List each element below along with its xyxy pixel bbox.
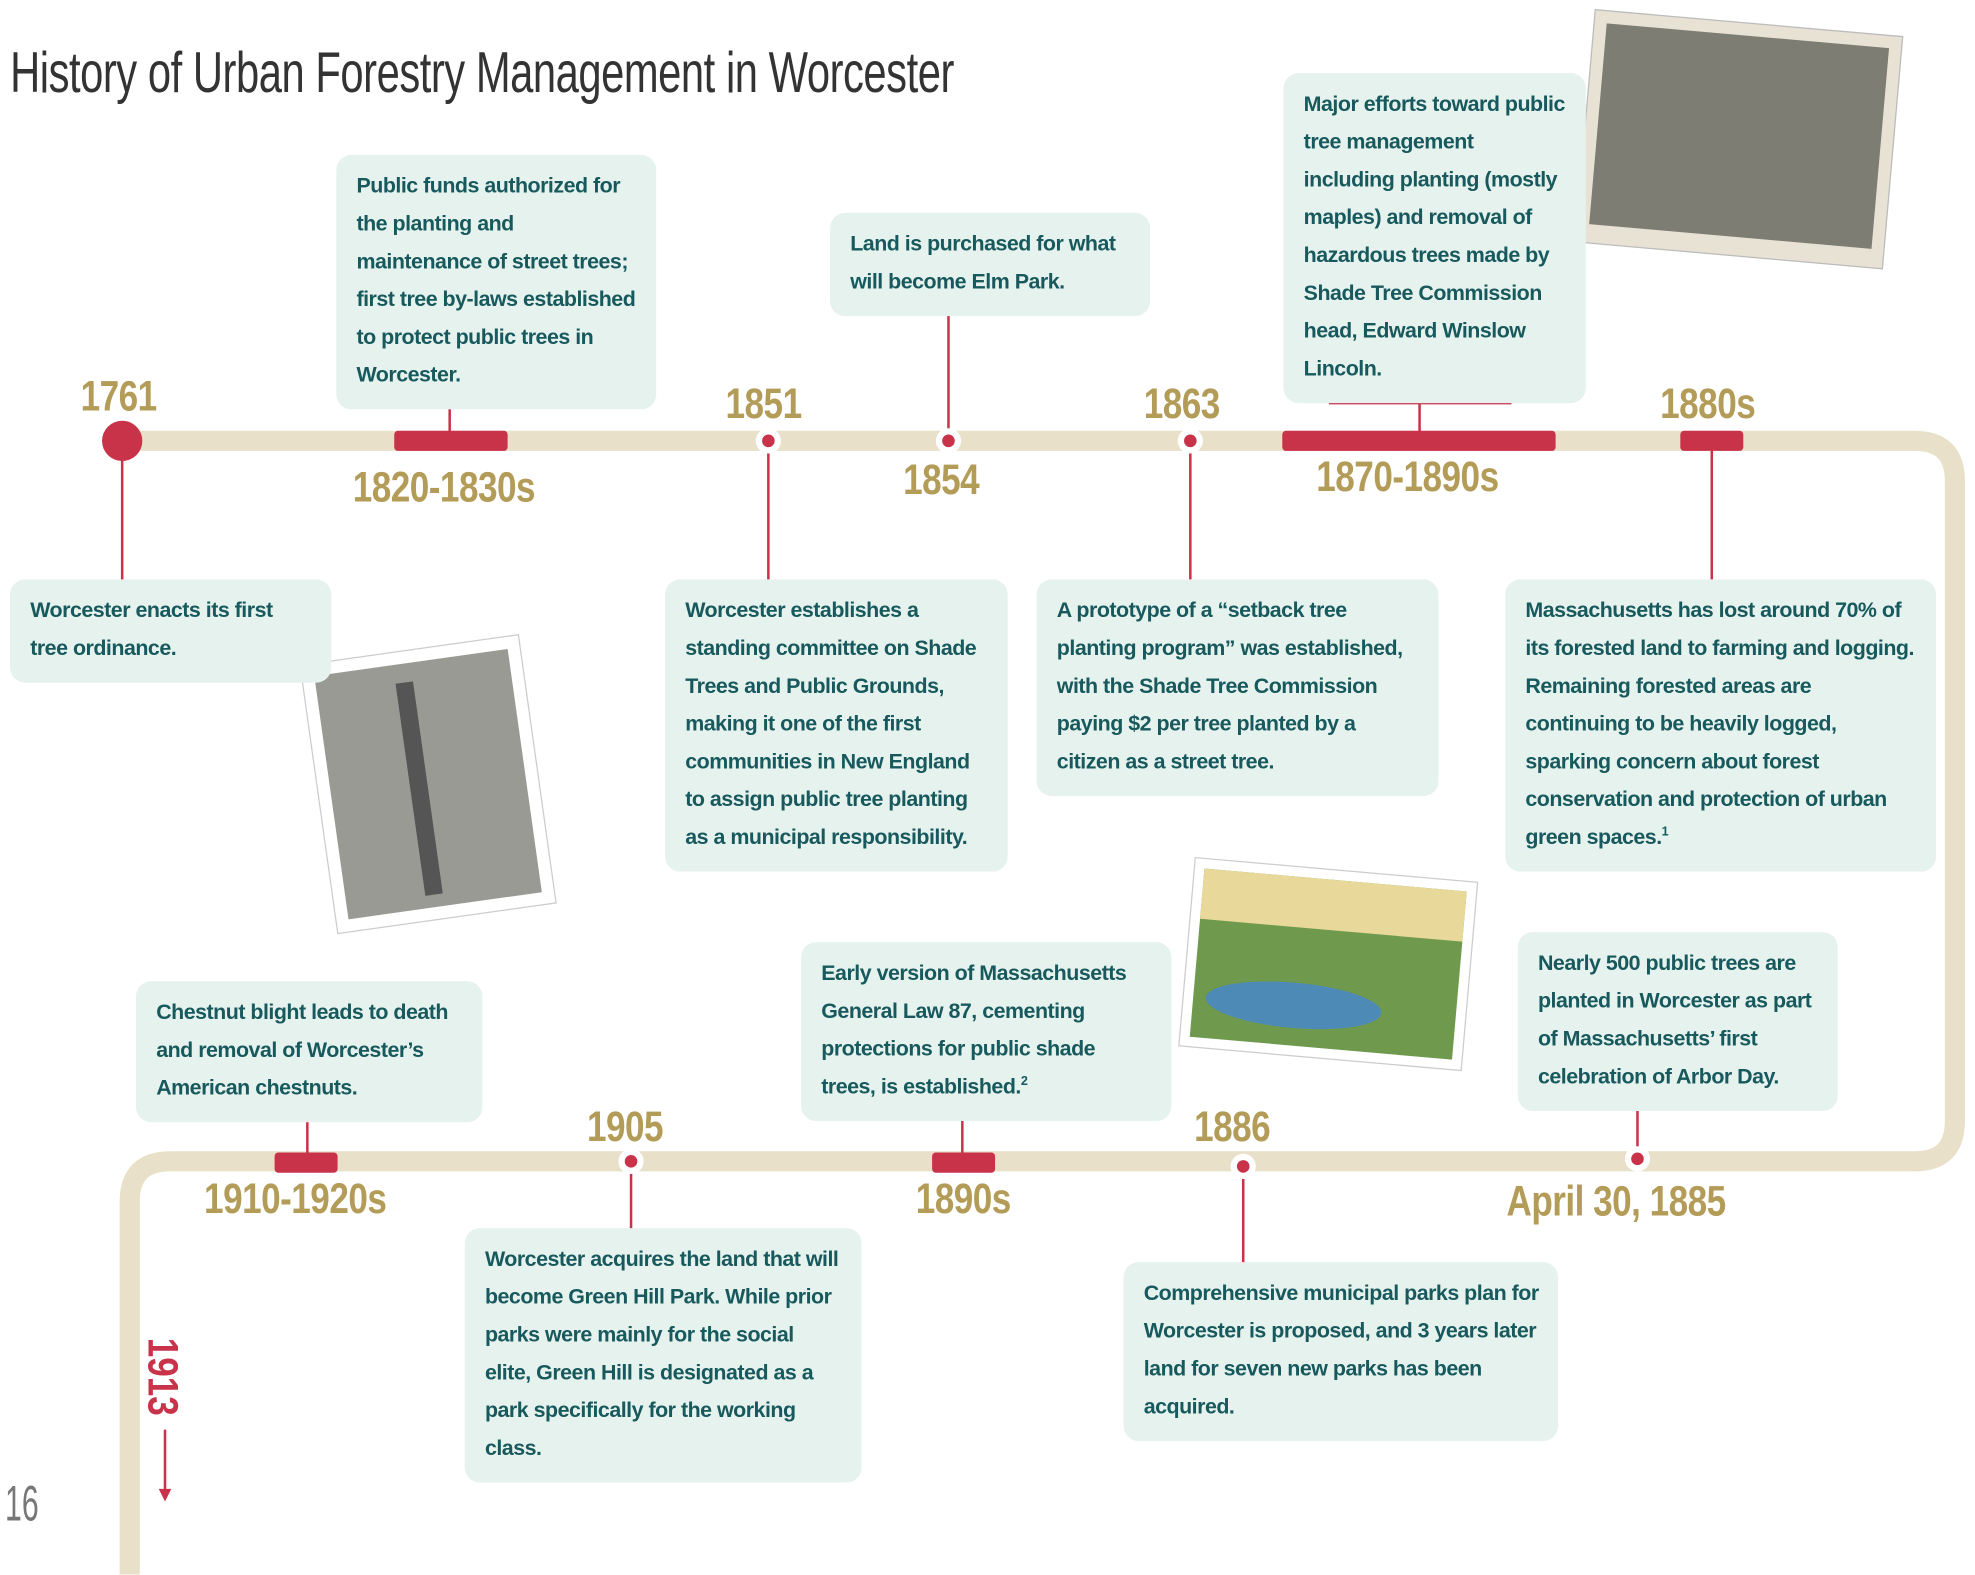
page-number: 16: [5, 1476, 39, 1532]
event-text: Land is purchased for what will become E…: [830, 212, 1151, 317]
markers: [102, 420, 1744, 1179]
event-date: 1854: [903, 455, 980, 504]
event-text-body: Early version of Massachusetts General L…: [821, 961, 1127, 1099]
event-text: Nearly 500 public trees are planted in W…: [1517, 932, 1838, 1111]
event-date: 1905: [586, 1103, 664, 1152]
event-text: Public funds authorized for the planting…: [336, 154, 657, 410]
event-text: Chestnut blight leads to death and remov…: [136, 981, 483, 1123]
event-date: 1851: [725, 380, 803, 429]
event-date: 1820-1830s: [352, 463, 536, 512]
event-date: April 30, 1885: [1506, 1177, 1726, 1226]
continues-label: 1913: [138, 1337, 187, 1416]
event-date: 1910-1920s: [204, 1175, 387, 1224]
arrow-head: [158, 1488, 172, 1502]
event-text: Worcester establishes a standing committ…: [665, 579, 1008, 872]
event-text-body: Massachusetts has lost around 70% of its…: [1525, 598, 1914, 849]
event-date: 1886: [1194, 1103, 1271, 1152]
event-date: 1870-1890s: [1316, 453, 1499, 502]
page-title: History of Urban Forestry Management in …: [10, 39, 954, 105]
timeline-track: [119, 430, 1965, 1575]
event-text: Major efforts toward public tree managem…: [1283, 73, 1586, 404]
footnote-ref: 2: [1020, 1074, 1028, 1089]
footnote-ref: 1: [1661, 825, 1669, 840]
event-text: Massachusetts has lost around 70% of its…: [1505, 579, 1937, 872]
event-text: Worcester enacts its first tree ordinanc…: [10, 579, 332, 683]
event-text: A prototype of a “setback tree planting …: [1036, 579, 1439, 797]
event-date: 1761: [80, 372, 158, 421]
event-text: Comprehensive municipal parks plan for W…: [1123, 1262, 1559, 1441]
event-text: Early version of Massachusetts General L…: [801, 942, 1172, 1122]
event-date: 1890s: [915, 1175, 1012, 1224]
event-date: 1880s: [1660, 380, 1756, 429]
photos: [299, 9, 1904, 1072]
event-text: Worcester acquires the land that will be…: [464, 1228, 862, 1483]
event-date: 1863: [1143, 380, 1221, 429]
